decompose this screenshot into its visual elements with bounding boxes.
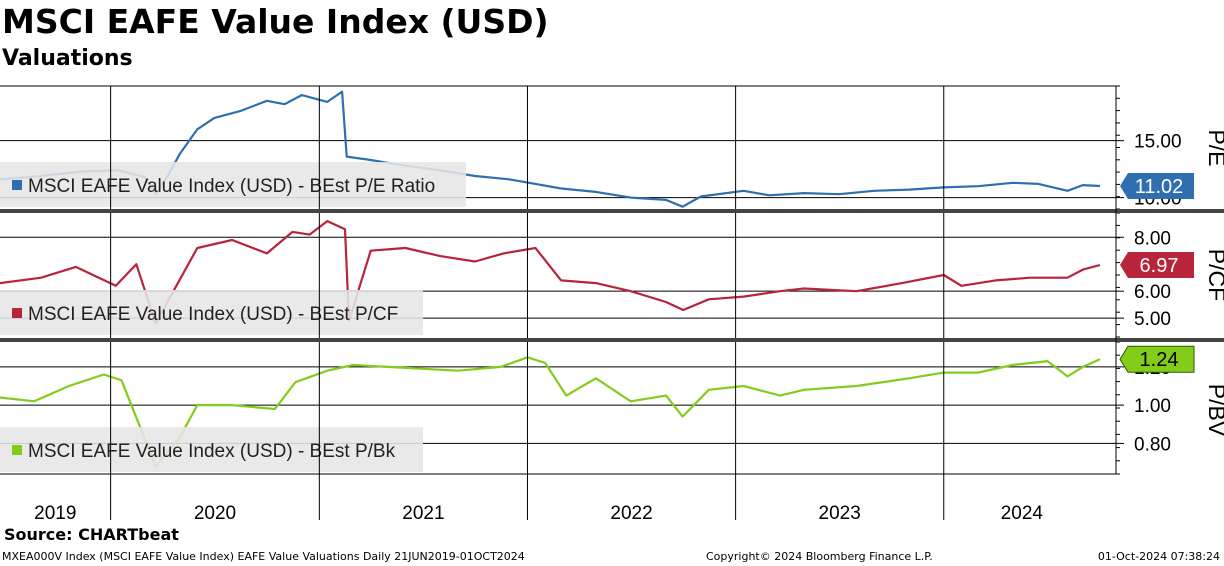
last-value-label: 6.97 [1140, 255, 1179, 277]
series-line [0, 220, 1101, 325]
panel-frames [0, 85, 1224, 475]
last-value-label: 11.02 [1135, 176, 1184, 198]
x-tick-label: 2021 [402, 503, 444, 520]
last-value-badge [1120, 172, 1194, 199]
y-axis-title: P/BV [1204, 384, 1224, 437]
y-tick-label: 1.00 [1134, 396, 1171, 417]
chart-title: MSCI EAFE Value Index (USD) [2, 2, 549, 41]
chart-subtitle: Valuations [2, 46, 133, 71]
footer-timestamp: 01-Oct-2024 07:38:24 [1097, 550, 1220, 563]
x-tick-label: 2023 [819, 503, 861, 520]
series-line [0, 90, 1101, 208]
y-tick-label: 8.00 [1134, 228, 1171, 249]
last-value-label: 1.24 [1140, 349, 1179, 371]
x-tick-label: 2024 [1001, 503, 1044, 520]
last-value-badge [1119, 345, 1195, 373]
footer-ticker: MXEA000V Index (MSCI EAFE Value Index) E… [2, 550, 525, 563]
x-tick-label: 2020 [194, 503, 236, 520]
y-tick-label: 0.80 [1134, 434, 1171, 455]
y-tick-label: 15.00 [1134, 132, 1182, 153]
legend-box [0, 290, 423, 335]
legend-swatch [12, 180, 22, 190]
legend-label: MSCI EAFE Value Index (USD) - BEst P/E R… [28, 176, 435, 197]
x-tick-label: 2022 [610, 503, 652, 520]
x-tick-label: 2019 [34, 503, 76, 520]
year-gridlines [110, 86, 945, 520]
legend-swatch [12, 308, 22, 318]
y-tick-label: 6.00 [1134, 282, 1171, 303]
panel-1: 8.00 6.00 5.00 MSCI EAFE Value Index (USD) … [0, 212, 1224, 338]
y-axis-title: P/CF [1204, 249, 1224, 301]
panel-separator [0, 338, 1224, 342]
legend-label: MSCI EAFE Value Index (USD) - BEst P/Bk [28, 441, 396, 462]
panel-separator [0, 209, 1224, 213]
legend-label: MSCI EAFE Value Index (USD) - BEst P/CF [28, 304, 398, 325]
footer-copyright: Copyright© 2024 Bloomberg Finance L.P. [706, 550, 933, 563]
legend-swatch [12, 445, 22, 455]
source-note: Source: CHARTbeat [4, 525, 179, 544]
last-value-badge [1120, 252, 1194, 279]
x-axis-labels: 2019 2020 2021 2022 2023 2024 [34, 503, 1043, 520]
y-tick-label: 5.00 [1134, 309, 1171, 330]
y-axis-title: P/E [1204, 129, 1224, 166]
legend-box [0, 427, 423, 472]
legend-box [0, 162, 466, 207]
